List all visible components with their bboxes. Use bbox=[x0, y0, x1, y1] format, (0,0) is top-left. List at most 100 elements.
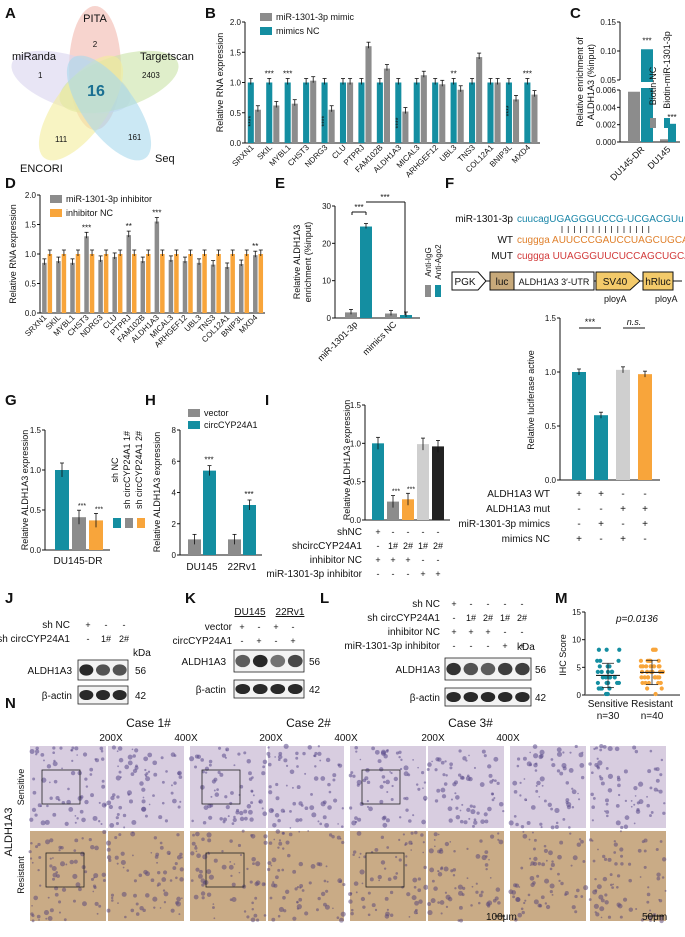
histology-sensitive-7-nucleus bbox=[591, 819, 594, 822]
venn-count: 1 bbox=[38, 71, 43, 80]
histology-resistant-6-nucleus bbox=[522, 833, 528, 839]
histology-resistant-0-nucleus bbox=[101, 872, 107, 878]
kda-value: 42 bbox=[309, 685, 321, 696]
condition-mark: - bbox=[577, 519, 580, 530]
histology-resistant-6-nucleus bbox=[580, 839, 584, 844]
histology-sensitive-7-nucleus bbox=[635, 809, 641, 814]
histology-sensitive-5-nucleus bbox=[484, 819, 489, 824]
histology-sensitive-1-nucleus bbox=[143, 756, 149, 762]
histology-sensitive-0-nucleus bbox=[61, 801, 66, 805]
histology-resistant-3-nucleus bbox=[278, 839, 282, 842]
histology-resistant-5-nucleus bbox=[457, 884, 463, 890]
bar bbox=[131, 254, 137, 313]
bar bbox=[310, 80, 317, 143]
histology-resistant-3-nucleus bbox=[317, 896, 321, 901]
histology-sensitive-3-nucleus bbox=[320, 776, 326, 781]
histology-resistant-0-nucleus bbox=[31, 861, 34, 864]
histology-resistant-7-nucleus bbox=[619, 830, 622, 833]
panel-f-ylabel: Relative luciferase active bbox=[526, 350, 536, 450]
histology-resistant-4-nucleus bbox=[410, 842, 413, 845]
histology-sensitive-5-nucleus bbox=[450, 798, 453, 801]
scatter-point bbox=[653, 691, 658, 697]
histology-sensitive-1-nucleus bbox=[132, 754, 136, 758]
histology-resistant-2-nucleus bbox=[249, 880, 253, 884]
bar bbox=[328, 109, 335, 143]
x-tick-label: 22Rv1 bbox=[228, 562, 257, 573]
histology-resistant-7-nucleus bbox=[628, 878, 632, 883]
bar bbox=[413, 82, 420, 143]
histology-resistant-1-nucleus bbox=[116, 862, 119, 865]
histology-sensitive-5-nucleus bbox=[473, 818, 477, 822]
condition-label: shcircCYP24A1 bbox=[292, 541, 362, 552]
histology-sensitive-3-nucleus bbox=[283, 810, 286, 813]
histology-sensitive-3-nucleus bbox=[310, 792, 313, 796]
histology-resistant-7-nucleus bbox=[646, 900, 650, 904]
blot-condition-mark: - bbox=[487, 641, 490, 651]
histology-sensitive-1-nucleus bbox=[127, 754, 133, 760]
histology-sensitive-5-nucleus bbox=[441, 794, 447, 799]
histology-sensitive-6-nucleus bbox=[550, 807, 554, 811]
histology-sensitive-2-nucleus bbox=[201, 770, 205, 774]
histology-sensitive-4-nucleus bbox=[423, 781, 427, 784]
histology-resistant-4-nucleus bbox=[405, 855, 408, 858]
histology-sensitive-1-nucleus bbox=[115, 775, 121, 781]
scatter-point bbox=[651, 664, 657, 669]
histology-sensitive-3-nucleus bbox=[338, 763, 343, 768]
histology-resistant-5-nucleus bbox=[444, 841, 450, 847]
histology-sensitive-7-nucleus bbox=[653, 787, 658, 792]
panel-letter-L: L bbox=[320, 590, 329, 607]
histology-resistant-1-nucleus bbox=[175, 901, 181, 907]
histology-sensitive-1-nucleus bbox=[170, 752, 176, 757]
panel-letter-J: J bbox=[5, 590, 13, 607]
scatter-point bbox=[638, 658, 644, 663]
histology-sensitive-7-nucleus bbox=[614, 746, 620, 752]
histology-resistant-5-nucleus bbox=[497, 832, 500, 835]
panel-g-y-tick-label: 0.0 bbox=[30, 546, 42, 555]
panel-letter-I: I bbox=[265, 392, 269, 409]
histology-resistant-1-nucleus bbox=[110, 893, 115, 897]
histology-resistant-2-nucleus bbox=[190, 879, 194, 882]
histology-resistant-1-nucleus bbox=[135, 912, 140, 916]
blot-condition-mark: 2# bbox=[517, 613, 527, 623]
histology-resistant-1-nucleus bbox=[126, 869, 130, 872]
histology-resistant-7-nucleus bbox=[616, 886, 619, 889]
histology-sensitive-7-nucleus bbox=[638, 799, 644, 805]
bar bbox=[572, 372, 586, 480]
blot-k-actin-band bbox=[252, 683, 268, 695]
histology-resistant-3-nucleus bbox=[271, 857, 277, 863]
histology-sensitive-7-nucleus bbox=[633, 786, 638, 791]
histology-sensitive-7-nucleus bbox=[655, 767, 660, 772]
cell-line-label: 22Rv1 bbox=[276, 607, 305, 618]
histology-sensitive-0-nucleus bbox=[55, 795, 60, 801]
histology-resistant-7-nucleus bbox=[604, 900, 609, 905]
histology-sensitive-7-nucleus bbox=[630, 800, 633, 802]
bar bbox=[55, 470, 69, 550]
histology-resistant-6-nucleus bbox=[570, 864, 573, 867]
histology-resistant-3-nucleus bbox=[273, 883, 278, 888]
bar bbox=[56, 261, 61, 313]
condition-mark: + bbox=[375, 527, 380, 537]
histology-sensitive-1-nucleus bbox=[123, 826, 126, 829]
bar bbox=[383, 68, 390, 143]
histology-resistant-7-nucleus bbox=[619, 847, 624, 852]
histology-sensitive-1-nucleus bbox=[134, 748, 139, 753]
histology-sensitive-5-nucleus bbox=[481, 749, 486, 754]
significance-label: n.s. bbox=[627, 317, 642, 327]
histology-sensitive-5-nucleus bbox=[455, 806, 459, 810]
bar bbox=[146, 254, 151, 313]
histology-sensitive-1-nucleus bbox=[134, 765, 139, 770]
histology-sensitive-0-nucleus bbox=[100, 823, 103, 826]
histology-resistant-2-nucleus bbox=[255, 880, 261, 886]
histology-sensitive-0-nucleus bbox=[70, 749, 74, 752]
histology-resistant-4-nucleus bbox=[398, 838, 401, 841]
histology-resistant-3-nucleus bbox=[310, 864, 316, 869]
histology-resistant-3-nucleus bbox=[284, 889, 290, 894]
histology-resistant-3-nucleus bbox=[294, 887, 298, 891]
histology-resistant-6-nucleus bbox=[560, 881, 564, 886]
histology-resistant-0-nucleus bbox=[47, 916, 53, 921]
histology-resistant-1-nucleus bbox=[106, 855, 112, 860]
histology-sensitive-2-nucleus bbox=[239, 810, 244, 816]
histology-resistant-1-nucleus bbox=[178, 913, 181, 916]
histology-sensitive-0-nucleus bbox=[59, 746, 63, 750]
histology-sensitive-6-nucleus bbox=[569, 751, 572, 754]
